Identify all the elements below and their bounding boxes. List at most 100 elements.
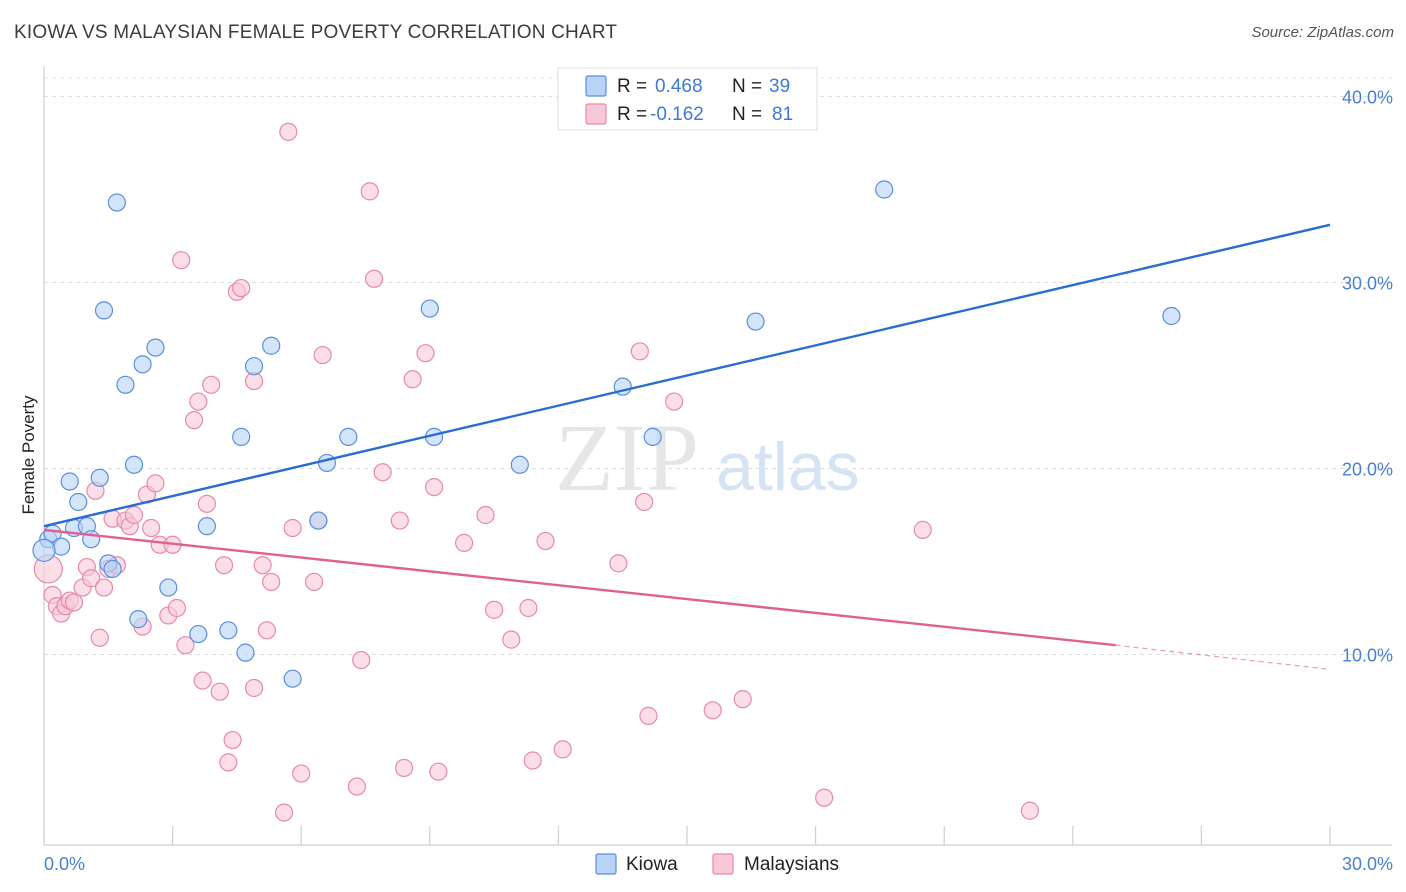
data-point-malaysians: [394, 758, 414, 778]
y-axis-label: Female Poverty: [19, 395, 38, 515]
series-legend-kiowa: Kiowa: [626, 854, 678, 875]
data-points: [32, 122, 1181, 822]
trend-lines: [43, 223, 1331, 671]
data-point-malaysians: [232, 278, 251, 298]
data-point-malaysians: [373, 463, 392, 482]
data-point-malaysians: [733, 690, 752, 709]
data-point-malaysians: [347, 777, 367, 796]
data-point-malaysians: [364, 269, 384, 288]
data-point-kiowa: [197, 517, 216, 536]
legend-r-value-1: 0.468: [655, 76, 703, 97]
data-point-malaysians: [279, 122, 298, 141]
data-point-malaysians: [424, 478, 444, 497]
series-legend-swatch-kiowa: [595, 853, 617, 875]
data-point-malaysians: [454, 533, 474, 553]
data-point-malaysians: [253, 556, 272, 575]
data-point-malaysians: [167, 598, 186, 618]
data-point-kiowa: [262, 336, 281, 355]
data-point-malaysians: [913, 520, 932, 539]
data-point-malaysians: [184, 411, 204, 430]
data-point-malaysians: [176, 636, 195, 655]
data-point-malaysians: [352, 650, 371, 670]
data-point-malaysians: [142, 518, 161, 538]
data-point-kiowa: [746, 312, 765, 331]
data-point-malaysians: [210, 682, 229, 701]
data-point-kiowa: [129, 610, 148, 629]
data-point-kiowa: [116, 375, 135, 394]
data-point-malaysians: [416, 344, 435, 363]
data-point-kiowa: [90, 468, 109, 487]
data-point-malaysians: [553, 740, 572, 759]
data-point-malaysians: [90, 628, 109, 647]
watermark-atlas: atlas: [716, 429, 860, 505]
data-point-malaysians: [1020, 801, 1040, 820]
data-point-kiowa: [317, 453, 337, 473]
data-point-kiowa: [103, 559, 122, 579]
series-legend-swatch-malaysians: [712, 853, 734, 875]
legend-r-value-2: -0.162: [650, 104, 704, 125]
data-point-malaysians: [214, 556, 234, 575]
y-tick-label: 30.0%: [1342, 274, 1393, 294]
data-point-malaysians: [274, 803, 294, 822]
data-point-malaysians: [635, 492, 654, 512]
watermark-zip: ZIP: [555, 404, 699, 511]
data-point-malaysians: [523, 751, 542, 770]
data-point-malaysians: [283, 518, 302, 538]
x-tick-label: 30.0%: [1342, 854, 1393, 874]
data-point-kiowa: [219, 621, 238, 640]
data-point-malaysians: [639, 706, 658, 725]
data-point-kiowa: [309, 511, 328, 530]
data-point-malaysians: [193, 671, 212, 690]
legend-swatch-kiowa: [585, 75, 607, 97]
legend-n-label-1: N =: [732, 76, 762, 97]
data-point-malaysians: [202, 375, 221, 394]
data-point-kiowa: [159, 578, 178, 597]
data-point-malaysians: [292, 764, 311, 783]
series-legend-malaysians: Malaysians: [744, 854, 839, 875]
data-point-malaysians: [703, 701, 722, 720]
data-point-malaysians: [519, 598, 538, 618]
data-point-kiowa: [1162, 306, 1181, 326]
data-point-kiowa: [146, 338, 165, 357]
legend-r-label-2: R =: [617, 104, 647, 125]
legend-n-label-2: N =: [732, 104, 762, 125]
data-point-malaysians: [257, 621, 277, 640]
data-point-kiowa: [124, 455, 144, 474]
x-tick-label: 0.0%: [44, 854, 85, 874]
data-point-malaysians: [262, 572, 281, 592]
data-point-malaysians: [502, 630, 521, 649]
data-point-malaysians: [244, 678, 264, 698]
legend-n-value-2: 81: [772, 104, 793, 125]
data-point-kiowa: [60, 472, 79, 491]
data-point-kiowa: [339, 427, 358, 446]
data-point-kiowa: [643, 427, 662, 446]
data-point-malaysians: [172, 251, 191, 270]
axes: [43, 66, 1392, 846]
data-point-malaysians: [485, 600, 504, 619]
data-point-kiowa: [32, 538, 56, 562]
data-point-malaysians: [609, 554, 628, 573]
data-point-malaysians: [219, 753, 238, 772]
data-point-kiowa: [420, 299, 439, 318]
data-point-malaysians: [815, 788, 834, 807]
data-point-malaysians: [64, 593, 84, 612]
trend-line-kiowa: [43, 223, 1331, 528]
data-point-malaysians: [82, 569, 101, 588]
data-point-malaysians: [403, 370, 422, 389]
source-credit: Source: ZipAtlas.com: [1251, 24, 1394, 41]
trend-line-extension-malaysians: [1115, 644, 1331, 671]
y-tick-label: 40.0%: [1342, 88, 1393, 108]
legend-r-label-1: R =: [617, 76, 647, 97]
data-point-kiowa: [94, 301, 114, 320]
data-point-malaysians: [630, 342, 649, 361]
data-point-malaysians: [304, 572, 324, 592]
data-point-malaysians: [189, 392, 208, 411]
data-point-malaysians: [146, 474, 165, 493]
data-point-malaysians: [665, 392, 684, 411]
data-point-kiowa: [69, 492, 88, 512]
data-point-malaysians: [536, 531, 555, 551]
legend-swatch-malaysians: [585, 103, 607, 125]
data-point-malaysians: [429, 762, 448, 781]
watermark: ZIP atlas: [555, 404, 860, 511]
